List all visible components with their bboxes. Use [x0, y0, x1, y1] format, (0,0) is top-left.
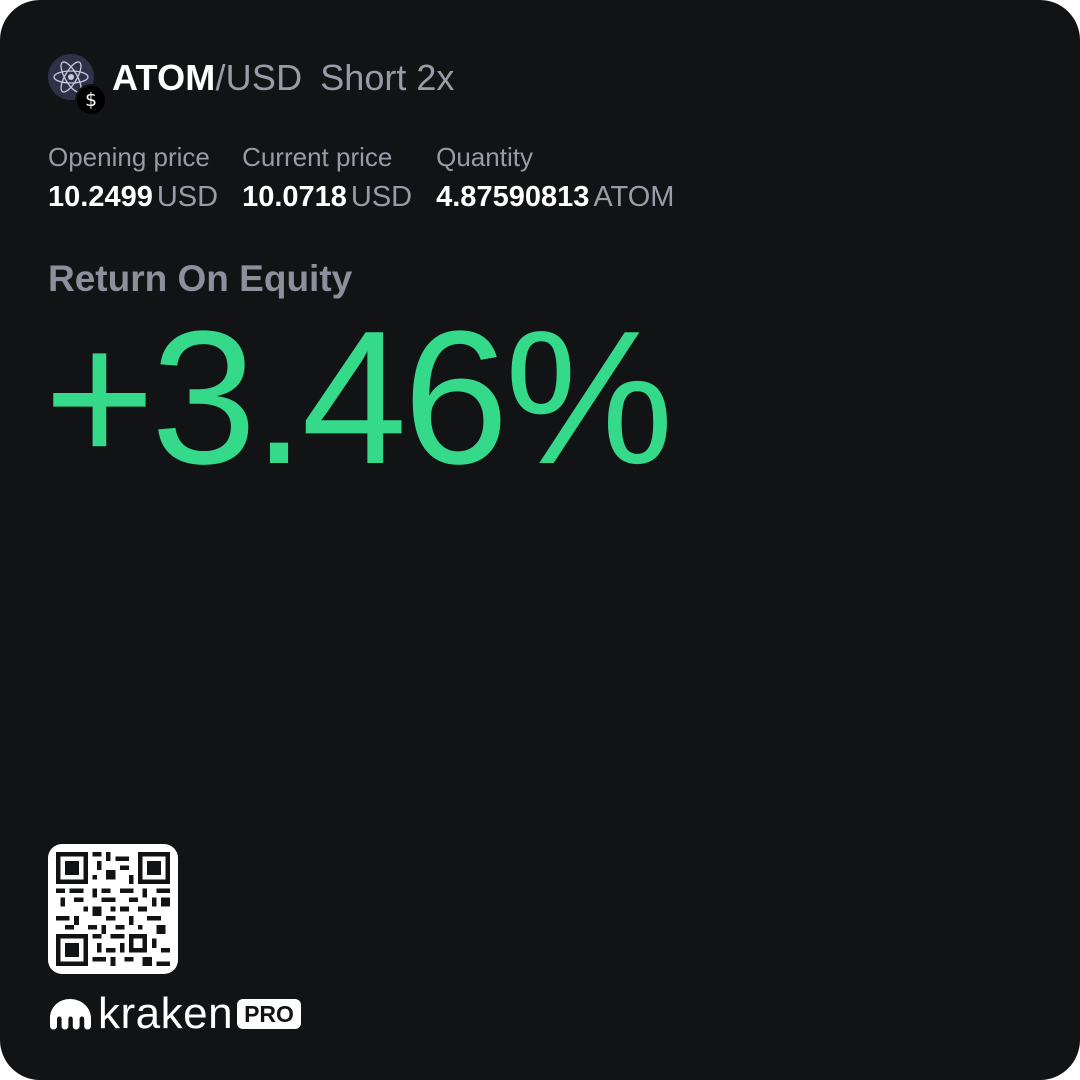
stat-value-row: 4.87590813 ATOM: [436, 180, 674, 219]
pair-header: $ ATOM/USD Short 2x: [48, 48, 455, 116]
kraken-wordmark: kraken: [98, 989, 234, 1038]
position-stats: Opening price 10.2499 USD Current price 1…: [48, 140, 698, 219]
cosmos-atom-icon: $: [48, 54, 107, 116]
stat-opening-price: Opening price 10.2499 USD: [48, 140, 218, 219]
usd-badge-icon: $: [75, 84, 107, 116]
stat-unit: USD: [350, 181, 413, 213]
stat-value-row: 10.2499 USD: [48, 180, 218, 219]
stat-label: Opening price: [48, 142, 210, 172]
pair-separator: /: [215, 57, 226, 98]
pair-base: ATOM: [112, 57, 216, 98]
stat-value: 10.2499: [48, 181, 153, 213]
pair-quote: USD: [225, 57, 303, 98]
qr-code: [48, 844, 178, 974]
stat-quantity: Quantity 4.87590813 ATOM: [436, 140, 674, 219]
stat-value-row: 10.0718 USD: [242, 180, 412, 219]
stat-unit: ATOM: [593, 181, 675, 213]
stat-label: Quantity: [436, 142, 533, 172]
kraken-mark-icon: [50, 999, 91, 1030]
position-type: Short 2x: [320, 57, 455, 98]
stat-unit: USD: [156, 181, 219, 213]
roe-value: +3.46%: [44, 292, 674, 504]
roe-label: Return On Equity: [48, 258, 353, 299]
stat-value: 4.87590813: [436, 181, 590, 213]
stat-current-price: Current price 10.0718 USD: [242, 140, 412, 219]
kraken-pro-logo: kraken PRO: [48, 989, 301, 1038]
stat-value: 10.0718: [242, 181, 347, 213]
stat-label: Current price: [242, 142, 393, 172]
pro-badge: PRO: [237, 999, 301, 1029]
trading-pair: ATOM/USD: [112, 57, 302, 99]
